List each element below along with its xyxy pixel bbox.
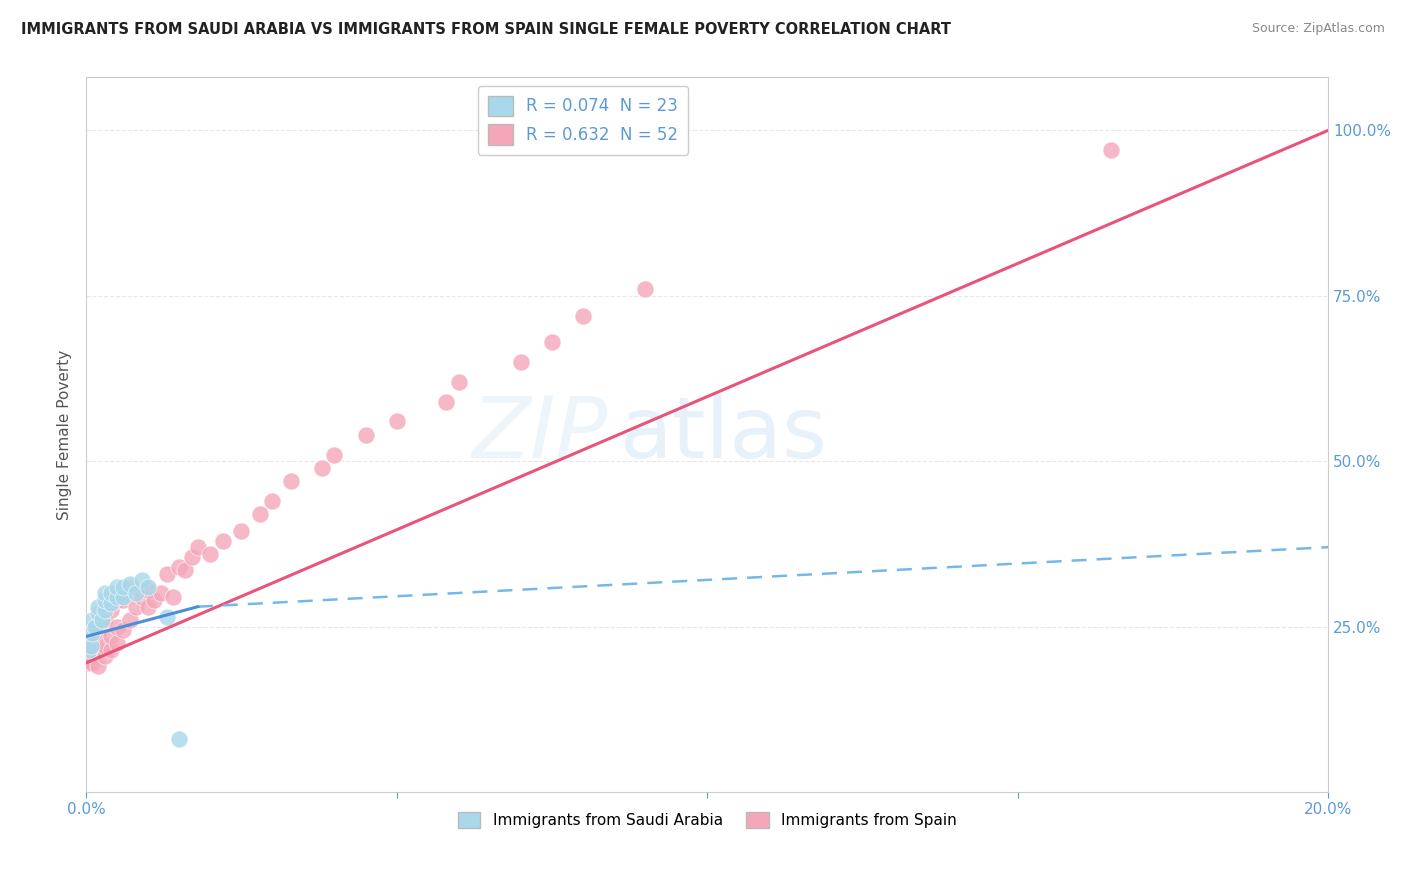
Point [105,580,128,594]
Text: atlas: atlas [620,393,828,476]
Text: IMMIGRANTS FROM SAUDI ARABIA VS IMMIGRANTS FROM SPAIN SINGLE FEMALE POVERTY CORR: IMMIGRANTS FROM SAUDI ARABIA VS IMMIGRAN… [21,22,950,37]
Point [249,507,271,521]
Point [105,619,128,633]
Point [280,474,302,488]
Point [174,563,197,577]
Point [77,642,100,657]
Point [167,560,190,574]
Point [136,583,159,598]
Point [1099,143,1122,157]
Point [100,603,122,617]
Point [200,547,222,561]
Point [93,613,115,627]
Point [540,334,562,349]
Point [93,586,115,600]
Point [100,642,122,657]
Point [84,619,107,633]
Point [136,599,159,614]
Point [82,613,104,627]
Point [572,309,595,323]
Point [323,448,346,462]
Point [112,590,135,604]
Point [82,656,104,670]
Point [311,460,333,475]
Point [105,593,128,607]
Point [149,586,172,600]
Point [231,524,253,538]
Point [84,636,107,650]
Point [105,636,128,650]
Point [79,646,101,660]
Point [77,656,100,670]
Point [447,375,470,389]
Point [100,630,122,644]
Point [112,593,135,607]
Point [80,640,103,654]
Point [434,394,457,409]
Point [83,642,105,657]
Point [105,590,128,604]
Point [112,623,135,637]
Y-axis label: Single Female Poverty: Single Female Poverty [58,350,72,520]
Point [136,580,159,594]
Point [211,533,233,548]
Point [112,580,135,594]
Point [90,613,112,627]
Point [385,414,408,428]
Point [82,626,104,640]
Point [100,596,122,610]
Point [125,586,148,600]
Point [93,603,115,617]
Point [118,580,141,594]
Point [167,732,190,747]
Point [156,609,179,624]
Point [131,574,153,588]
Point [100,586,122,600]
Point [156,566,179,581]
Point [87,626,110,640]
Text: Source: ZipAtlas.com: Source: ZipAtlas.com [1251,22,1385,36]
Point [118,613,141,627]
Point [354,427,377,442]
Point [180,550,202,565]
Point [118,576,141,591]
Point [93,593,115,607]
Point [93,640,115,654]
Point [634,282,657,296]
Point [509,355,531,369]
Text: ZIP: ZIP [471,393,607,476]
Point [162,590,184,604]
Point [93,649,115,664]
Point [87,659,110,673]
Point [131,590,153,604]
Point [87,599,110,614]
Point [87,642,110,657]
Point [125,599,148,614]
Legend: Immigrants from Saudi Arabia, Immigrants from Spain: Immigrants from Saudi Arabia, Immigrants… [451,806,963,834]
Point [87,607,110,621]
Point [187,540,209,554]
Point [77,653,100,667]
Point [82,640,104,654]
Point [262,494,284,508]
Point [143,593,166,607]
